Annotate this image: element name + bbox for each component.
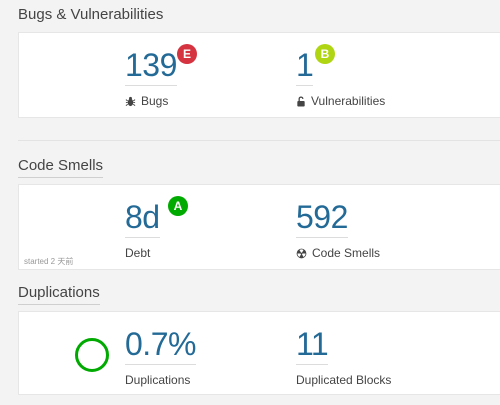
duplicated-blocks-label-row: Duplicated Blocks xyxy=(296,373,391,387)
vulnerabilities-measure[interactable]: 1 Vulnerabilities xyxy=(296,47,385,108)
duplications-card: 0.7% Duplications 11 Duplicated Blocks xyxy=(18,311,500,395)
vulnerabilities-label: Vulnerabilities xyxy=(311,94,386,108)
lock-open-icon xyxy=(296,95,306,107)
code-smells-card: 8d Debt A 592 Code Smells started 2 天前 xyxy=(18,184,500,270)
section-divider xyxy=(18,140,500,141)
bugs-value[interactable]: 139 xyxy=(125,47,177,86)
duplicated-blocks-label: Duplicated Blocks xyxy=(296,373,392,387)
started-footnote: started 2 天前 xyxy=(24,257,74,266)
code-smells-measure[interactable]: 592 Code Smells xyxy=(296,199,380,260)
duplicated-blocks-value[interactable]: 11 xyxy=(296,326,329,365)
debt-rating-badge[interactable]: A xyxy=(168,196,188,216)
section-title-code-smells: Code Smells xyxy=(18,157,104,178)
section-title-bugs: Bugs & Vulnerabilities xyxy=(18,6,164,23)
code-smells-value[interactable]: 592 xyxy=(296,199,348,238)
code-smells-label: Code Smells xyxy=(312,246,381,260)
radiation-icon xyxy=(296,248,307,259)
debt-label-row: Debt xyxy=(125,246,160,260)
code-smells-label-row: Code Smells xyxy=(296,246,380,260)
duplications-measure[interactable]: 0.7% Duplications xyxy=(125,326,196,387)
duplications-label: Duplications xyxy=(125,373,191,387)
bugs-rating-badge[interactable]: E xyxy=(177,44,197,64)
vulnerabilities-label-row: Vulnerabilities xyxy=(296,94,385,108)
debt-measure[interactable]: 8d Debt xyxy=(125,199,160,260)
bugs-label-row: Bugs xyxy=(125,94,177,108)
debt-value[interactable]: 8d xyxy=(125,199,160,238)
bug-icon xyxy=(125,96,136,107)
duplications-value[interactable]: 0.7% xyxy=(125,326,196,365)
duplications-label-row: Duplications xyxy=(125,373,196,387)
bugs-card: 139 Bugs E 1 Vulnerabilities B xyxy=(18,32,500,118)
bugs-measure[interactable]: 139 Bugs xyxy=(125,47,177,108)
debt-label: Debt xyxy=(125,246,151,260)
duplicated-blocks-measure[interactable]: 11 Duplicated Blocks xyxy=(296,326,391,387)
bugs-label: Bugs xyxy=(141,94,169,108)
duplications-donut-chart[interactable] xyxy=(75,338,109,372)
vulnerabilities-rating-badge[interactable]: B xyxy=(315,44,335,64)
vulnerabilities-value[interactable]: 1 xyxy=(296,47,314,86)
section-title-duplications: Duplications xyxy=(18,284,100,305)
